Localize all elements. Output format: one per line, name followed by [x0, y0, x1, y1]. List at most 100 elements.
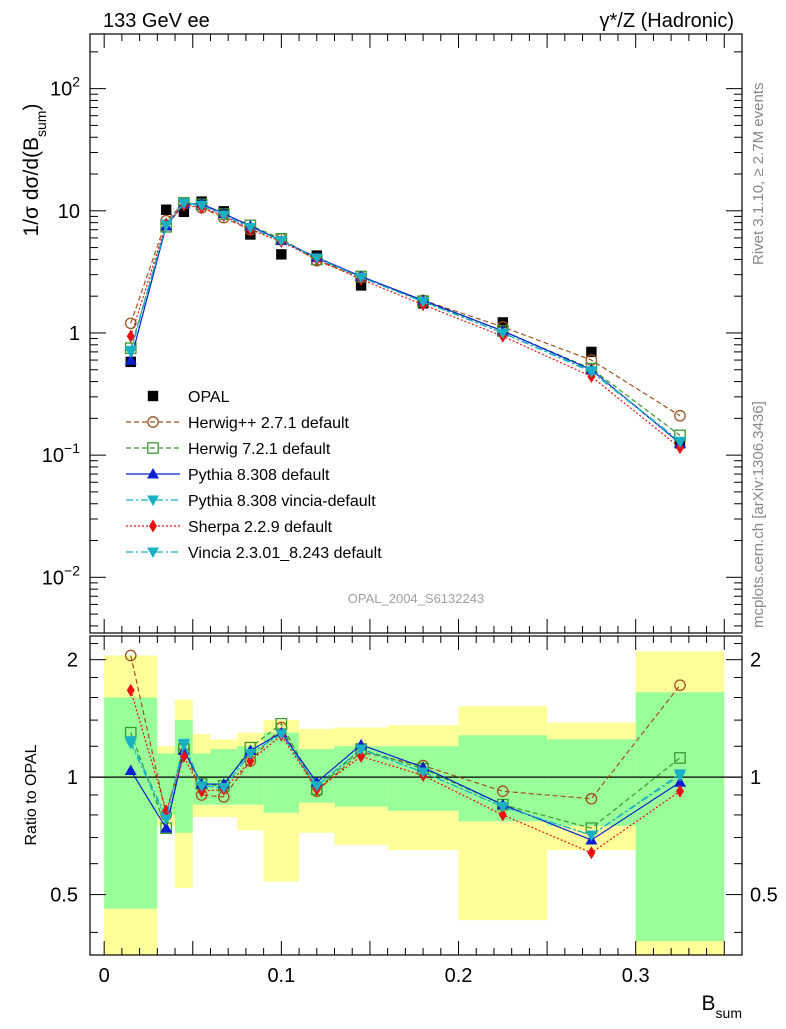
ratio-point-2-1 [160, 822, 173, 833]
ratio-y-axis-label: Ratio to OPAL [23, 744, 40, 845]
legend-marker-1 [147, 416, 159, 428]
main-point-5-0 [126, 329, 135, 343]
ratio-point-2-12 [673, 776, 686, 787]
main-series-1 [124, 197, 686, 422]
x-tick-label-3: 0.3 [622, 965, 650, 987]
ratio-point-5-3 [195, 781, 208, 792]
stat-band-12 [635, 692, 725, 942]
main-point-6-9 [417, 297, 430, 308]
main-y-tick-label-0: 10−2 [42, 562, 80, 589]
ratio-point-4-10 [498, 808, 507, 822]
ratio-y-tick-label-left-1: 1 [67, 767, 78, 789]
legend-label-2: Herwig 7.2.1 default [188, 441, 331, 458]
stat-band-0 [104, 697, 158, 909]
ratio-point-5-7 [310, 781, 323, 792]
legend-marker-0 [147, 390, 159, 402]
ratio-point-5-1 [160, 814, 173, 826]
main-y-tick-label-1: 10−1 [42, 440, 80, 467]
stat-band-11 [547, 739, 636, 826]
legend: OPAL Herwig++ 2.7.1 default Herwig 7.2.1 d… [126, 389, 382, 562]
ratio-panel-series [124, 649, 686, 860]
legend-label-4: Pythia 8.308 vincia-default [188, 493, 376, 510]
mcplots-reference-label: mcplots.cern.ch [arXiv:1306.3436] [750, 401, 767, 628]
ratio-point-5-2 [177, 740, 190, 751]
ratio-point-5-5 [244, 748, 257, 760]
ratio-point-5-6 [275, 729, 288, 740]
main-series-line-1 [130, 202, 681, 417]
main-y-tick-label-3: 10 [58, 201, 80, 223]
main-series-4 [124, 198, 686, 448]
legend-label-0: OPAL [188, 389, 230, 406]
main-series-0 [125, 196, 686, 449]
legend-marker-3 [147, 468, 159, 479]
ratio-point-4-8 [357, 749, 366, 763]
ratio-point-0-11 [585, 792, 598, 805]
main-series-line-3 [130, 203, 681, 444]
ratio-point-2-0 [124, 764, 137, 775]
legend-label-6: Vincia 2.3.01_8.243 default [188, 545, 382, 562]
main-point-6-4 [217, 210, 230, 222]
ratio-y-tick-label-left-2: 2 [67, 650, 78, 672]
process-label: γ*/Z (Hadronic) [600, 10, 734, 32]
x-tick-label-2: 0.2 [445, 965, 473, 987]
main-panel-series [124, 196, 686, 455]
ratio-point-5-8 [355, 744, 368, 756]
ratio-y-tick-label-right-2: 2 [750, 650, 761, 672]
ratio-point-5-0 [124, 738, 137, 750]
legend-label-3: Pythia 8.308 default [188, 467, 330, 484]
x-axis-label: Bsum [702, 992, 742, 1021]
main-point-1-12 [674, 409, 686, 422]
main-point-6-0 [124, 347, 137, 358]
main-series-line-6 [130, 202, 681, 443]
ratio-point-0-0 [124, 649, 137, 662]
ratio-y-tick-label-left-0: 0.5 [50, 885, 78, 907]
analysis-id-watermark: OPAL_2004_S6132243 [348, 591, 484, 606]
ratio-point-5-12 [673, 770, 686, 782]
ratio-point-4-12 [675, 784, 684, 798]
main-point-1-0 [124, 317, 137, 330]
legend-marker-6 [147, 547, 159, 558]
main-point-6-2 [177, 198, 190, 210]
main-y-axis-label: 1/σ dσ/d(Bsum) [20, 104, 49, 237]
ratio-point-4-11 [587, 846, 596, 860]
legend-marker-4 [147, 495, 159, 506]
ratio-point-4-0 [126, 683, 135, 697]
ratio-point-5-11 [585, 830, 598, 842]
ratio-point-1-12 [674, 752, 686, 764]
main-series-3 [124, 197, 686, 448]
ratio-point-4-5 [246, 754, 255, 768]
ratio-uncertainty-bands [104, 651, 725, 955]
axis-ticks: 0 0.1 0.2 0.3 10−2 10−1 1 10 102 0.5 0.5 1 1 2 2 [42, 34, 778, 987]
x-tick-label-1: 0.1 [267, 965, 295, 987]
legend-label-5: Sherpa 2.2.9 default [188, 519, 333, 536]
main-panel-frame [89, 33, 743, 634]
main-point-0-6 [276, 249, 287, 260]
main-series-line-5 [130, 204, 681, 449]
main-point-6-10 [496, 328, 509, 339]
x-tick-label-0: 0 [99, 965, 110, 987]
main-point-0-1 [160, 204, 172, 215]
main-point-0-10 [497, 317, 509, 328]
legend-marker-2 [147, 442, 159, 454]
legend-marker-5 [149, 519, 157, 533]
main-point-0-11 [586, 346, 597, 358]
ratio-point-0-12 [674, 679, 686, 692]
main-point-0-2 [178, 206, 190, 218]
main-point-6-7 [310, 253, 323, 265]
plot-frames [89, 33, 743, 956]
main-point-3-0 [124, 354, 137, 365]
rivet-version-label: Rivet 3.1.10, ≥ 2.7M events [750, 83, 767, 266]
main-point-6-1 [160, 220, 173, 232]
ratio-y-tick-label-right-1: 1 [750, 767, 761, 789]
ratio-point-5-10 [496, 802, 509, 813]
collision-energy-label: 133 GeV ee [103, 10, 210, 32]
main-point-6-11 [585, 367, 598, 378]
ratio-y-tick-label-right-0: 0.5 [750, 885, 778, 907]
main-series-6 [124, 198, 686, 449]
ratio-point-5-9 [417, 767, 430, 779]
main-point-6-3 [195, 200, 208, 212]
ratio-point-0-10 [496, 785, 509, 798]
main-point-6-8 [355, 272, 368, 284]
